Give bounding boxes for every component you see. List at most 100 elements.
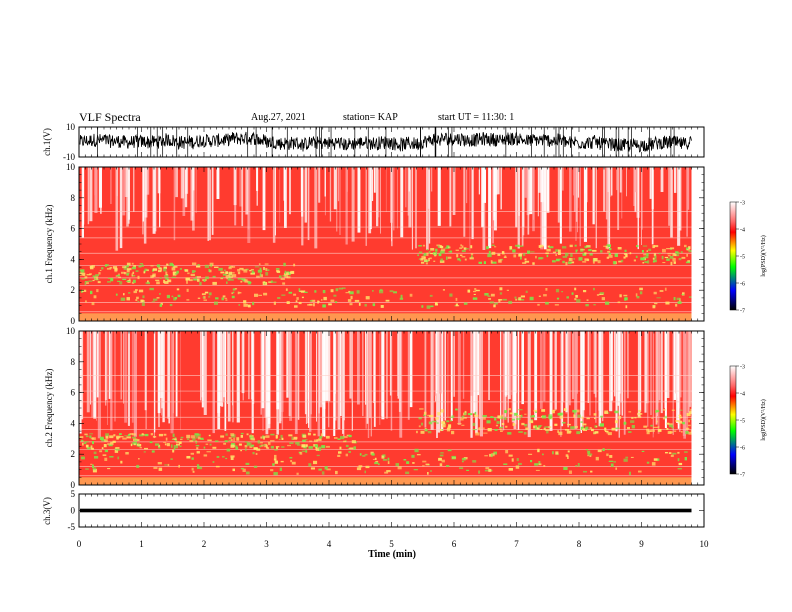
spectrogram-patch bbox=[511, 458, 514, 462]
spectrogram-patch bbox=[491, 244, 495, 246]
spectrogram-streak bbox=[262, 167, 266, 231]
spectrogram-patch bbox=[214, 266, 219, 268]
spectrogram-streak bbox=[569, 331, 571, 406]
spectrogram-patch bbox=[533, 409, 538, 412]
spectrogram-streak bbox=[373, 167, 376, 193]
spectrogram-patch bbox=[194, 433, 199, 437]
spectrogram-patch bbox=[348, 290, 351, 293]
spectrogram-patch bbox=[208, 296, 211, 298]
spectrogram-patch bbox=[256, 275, 260, 278]
y-tick-label: -10 bbox=[63, 152, 75, 162]
spectrogram-patch bbox=[643, 425, 648, 428]
spectrogram-patch bbox=[191, 270, 195, 273]
spectrogram-patch bbox=[529, 420, 534, 424]
spectrogram-patch bbox=[506, 289, 509, 291]
spectrogram-patch bbox=[104, 264, 107, 267]
spectrogram-patch bbox=[251, 444, 255, 447]
spectrogram-streak bbox=[262, 331, 264, 394]
spectrogram-patch bbox=[179, 268, 182, 270]
ch2-colorbar-label: log(PSD)(V²/Hz) bbox=[760, 399, 767, 440]
spectrogram-patch bbox=[498, 259, 502, 263]
spectrogram-patch bbox=[226, 277, 228, 280]
spectrogram-streak bbox=[518, 167, 520, 216]
spectrogram-patch bbox=[345, 444, 349, 448]
spectrogram-patch bbox=[180, 438, 183, 440]
spectrogram-patch bbox=[226, 281, 228, 284]
spectrogram-streak bbox=[314, 167, 318, 249]
spectrogram-streak bbox=[110, 331, 113, 431]
spectrogram-patch bbox=[173, 266, 178, 268]
spectrogram-streak bbox=[96, 331, 99, 398]
spectrogram-streak bbox=[114, 331, 116, 422]
spectrogram-streak bbox=[462, 331, 465, 399]
spectrogram-patch bbox=[172, 433, 175, 438]
spectrogram-streak bbox=[660, 167, 664, 192]
spectrogram-streak bbox=[247, 167, 251, 243]
spectrogram-patch bbox=[286, 272, 291, 275]
ch1-colorbar: -3-4-5-6-7 log(PSD)(V²/Hz) bbox=[729, 201, 767, 315]
spectrogram-patch bbox=[116, 437, 119, 440]
spectrogram-patch bbox=[656, 458, 660, 461]
spectrogram-patch bbox=[568, 470, 572, 474]
spectrogram-patch bbox=[446, 420, 450, 423]
spectrogram-patch bbox=[595, 426, 598, 428]
spectrogram-patch bbox=[382, 455, 384, 457]
spectrogram-streak bbox=[430, 331, 434, 430]
spectrogram-patch bbox=[422, 460, 427, 463]
spectrogram-patch bbox=[466, 469, 470, 471]
spectrogram-patch bbox=[574, 298, 577, 301]
spectrogram-patch bbox=[384, 471, 389, 474]
spectrogram-patch bbox=[563, 467, 568, 470]
spectrogram-patch bbox=[333, 294, 337, 297]
y-tick-label: 10 bbox=[66, 162, 76, 172]
spectrogram-patch bbox=[686, 247, 689, 251]
spectrogram-streak bbox=[608, 167, 611, 249]
spectrogram-patch bbox=[593, 413, 597, 416]
spectrogram-streak bbox=[543, 167, 547, 250]
spectrogram-patch bbox=[212, 281, 217, 285]
y-tick-label: 6 bbox=[71, 388, 76, 398]
ch1-spectrogram-ylabel: ch.1 Frequency (kHz) bbox=[44, 205, 54, 284]
spectrogram-patch bbox=[499, 416, 504, 420]
spectrogram-patch bbox=[498, 299, 503, 301]
spectrogram-patch bbox=[514, 296, 517, 299]
spectrogram-patch bbox=[283, 262, 286, 267]
spectrogram-patch bbox=[669, 424, 673, 428]
spectrogram-streak bbox=[677, 167, 681, 246]
spectrogram-patch bbox=[105, 435, 109, 439]
spectrogram-patch bbox=[259, 445, 262, 448]
spectrogram-patch bbox=[501, 251, 505, 254]
spectrogram-patch bbox=[610, 463, 614, 467]
spectrogram-patch bbox=[572, 409, 577, 413]
spectrogram-streak bbox=[615, 331, 618, 432]
spectrogram-streak bbox=[236, 331, 240, 423]
spectrogram-streak bbox=[105, 331, 107, 406]
y-tick-label: 2 bbox=[71, 285, 76, 295]
spectrogram-patch bbox=[122, 266, 127, 269]
spectrogram-patch bbox=[267, 269, 270, 271]
spectrogram-patch bbox=[562, 256, 568, 258]
spectrogram-patch bbox=[230, 433, 235, 437]
spectrogram-patch bbox=[102, 454, 107, 456]
spectrogram-patch bbox=[507, 432, 512, 435]
spectrogram-patch bbox=[688, 431, 692, 435]
spectrogram-streak bbox=[507, 331, 509, 423]
x-tick-label: 10 bbox=[700, 539, 710, 549]
spectrogram-patch bbox=[637, 412, 641, 416]
spectrogram-patch bbox=[147, 280, 149, 283]
spectrogram-patch bbox=[84, 276, 88, 279]
spectrogram-patch bbox=[291, 461, 296, 465]
spectrogram-patch bbox=[202, 296, 205, 299]
spectrogram-streak bbox=[579, 167, 581, 247]
spectrogram-patch bbox=[238, 292, 242, 294]
spectrogram-patch bbox=[499, 287, 503, 291]
spectrogram-patch bbox=[519, 299, 525, 301]
spectrogram-streak bbox=[633, 167, 635, 206]
spectrogram-patch bbox=[623, 458, 628, 462]
spectrogram-patch bbox=[644, 256, 649, 259]
spectrogram-patch bbox=[595, 456, 599, 461]
spectrogram-streak bbox=[532, 167, 535, 232]
spectrogram-patch bbox=[108, 444, 113, 447]
spectrogram-patch bbox=[135, 299, 138, 301]
spectrogram-patch bbox=[348, 434, 352, 438]
